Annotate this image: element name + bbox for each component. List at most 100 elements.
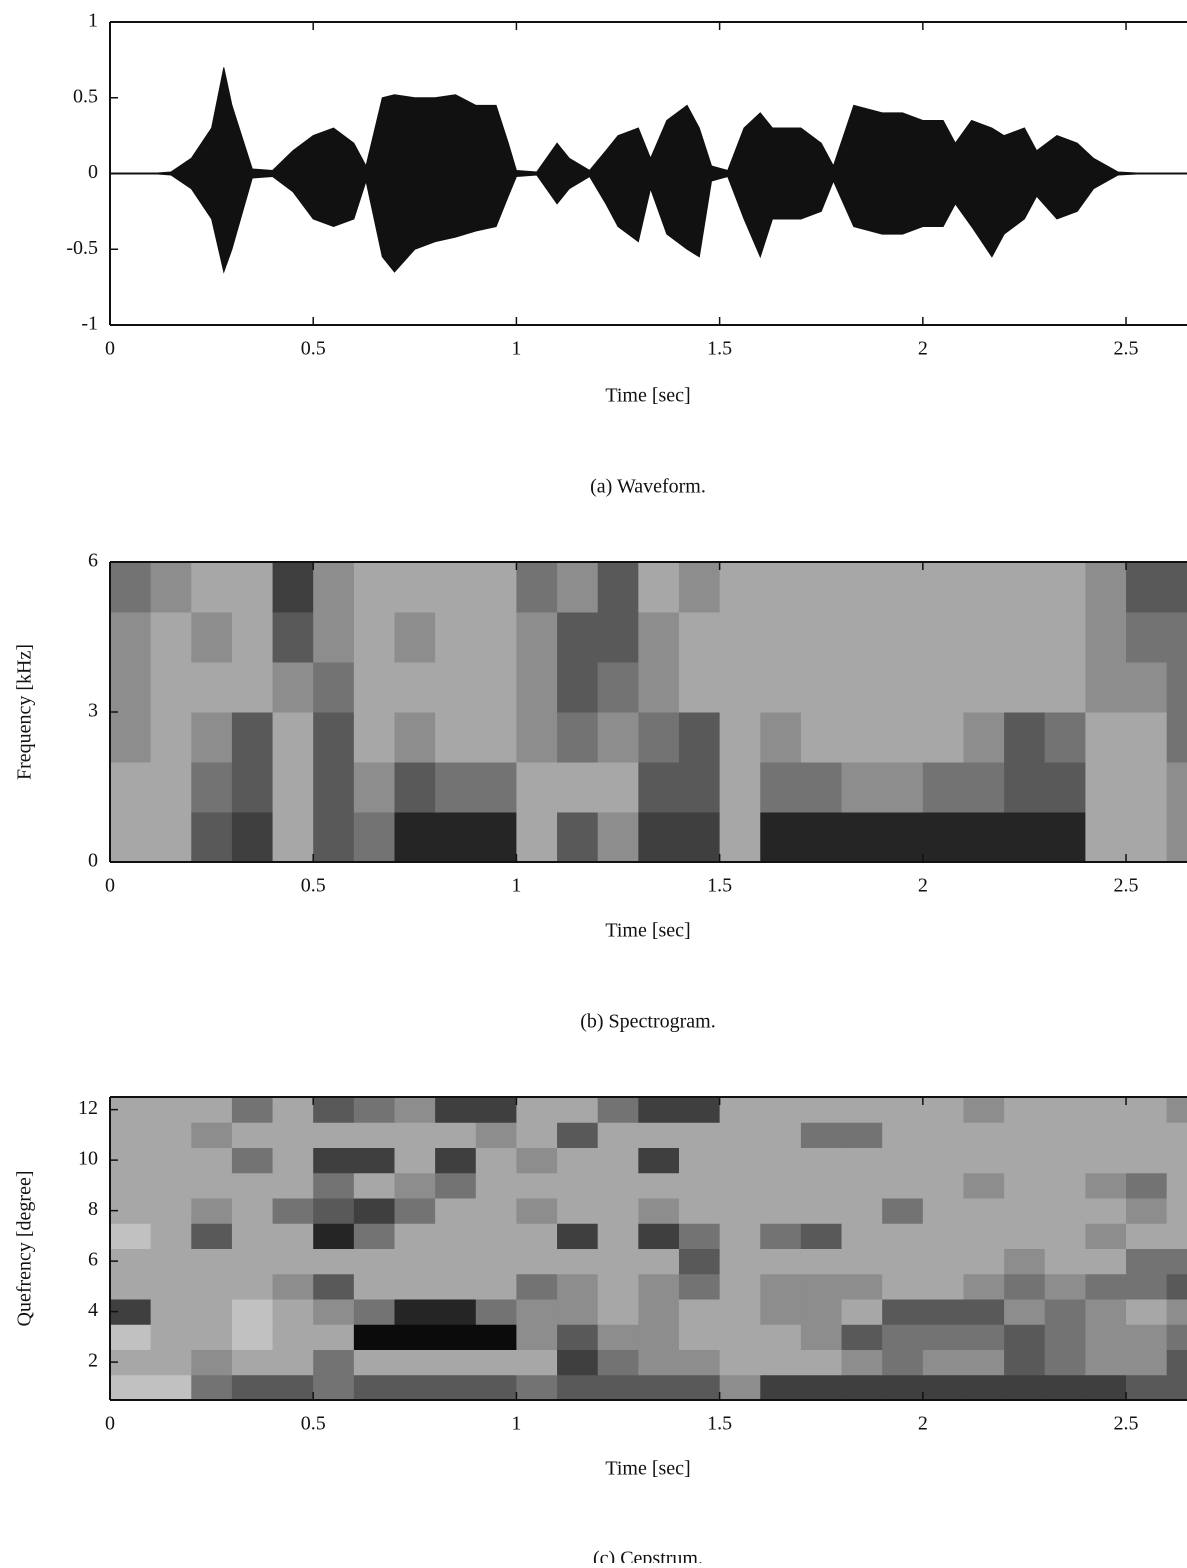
plot-area [110, 562, 1187, 862]
heat-cell [597, 1172, 639, 1199]
heat-cell [760, 662, 802, 713]
x-tick-label: 1 [511, 1413, 521, 1435]
heat-cell [678, 1147, 721, 1174]
heat-cell [1085, 812, 1127, 862]
heat-cell [150, 562, 192, 613]
heat-cell [110, 762, 152, 813]
heat-cell [150, 1097, 192, 1123]
heat-cell [191, 612, 233, 663]
heat-cell [922, 1349, 964, 1376]
heat-cell [1004, 562, 1046, 613]
heat-cell [272, 1198, 314, 1224]
heat-cell [1126, 762, 1168, 813]
heat-cell [435, 762, 477, 813]
heat-cell [557, 1374, 599, 1400]
heat-cell [150, 1374, 192, 1400]
heat-cell [272, 1349, 314, 1376]
heat-cell [313, 762, 355, 813]
heat-cell [719, 1147, 761, 1174]
heat-cell [1085, 712, 1127, 763]
heat-cell [191, 1223, 233, 1249]
heat-cell [475, 1248, 517, 1275]
heat-cell [963, 1273, 1005, 1300]
heat-cell [719, 812, 761, 862]
heat-cell [516, 662, 558, 713]
heat-cell [191, 1374, 233, 1400]
heat-cell [557, 1299, 599, 1325]
x-tick-label: 2.5 [1114, 875, 1139, 897]
heat-cell [719, 1349, 761, 1376]
heat-cell [272, 1248, 314, 1275]
heat-cell [1166, 562, 1187, 613]
heat-cell [150, 1273, 192, 1300]
heat-cell [760, 1223, 802, 1249]
heat-cell [638, 812, 680, 862]
heat-cell [1004, 1374, 1046, 1400]
heat-cell [1126, 1223, 1168, 1249]
heat-cell [231, 1147, 274, 1174]
heat-cell [313, 1198, 355, 1224]
heat-cell [557, 762, 599, 813]
heat-cell [150, 1122, 192, 1148]
heat-cell [394, 1097, 436, 1123]
heat-cell [678, 1324, 721, 1350]
heat-cell [150, 612, 192, 663]
heat-cell [1126, 812, 1168, 862]
heat-cell [963, 1349, 1005, 1376]
heat-cell [191, 812, 233, 862]
heat-cell [231, 662, 274, 713]
heat-cell [516, 712, 558, 763]
heat-cell [1004, 1324, 1046, 1350]
x-axis-label: Time [sec] [605, 1458, 690, 1480]
heat-cell [516, 1374, 558, 1400]
heat-cell [557, 662, 599, 713]
plot-area [110, 67, 1187, 274]
heat-cell [272, 1147, 314, 1174]
heat-cell [1126, 1147, 1168, 1174]
heat-cell [1044, 1324, 1086, 1350]
heat-cell [638, 562, 680, 613]
heat-cell [638, 662, 680, 713]
heat-cell [1085, 1248, 1127, 1275]
heat-cell [882, 1324, 924, 1350]
heat-cell [638, 1324, 680, 1350]
x-tick-label: 1.5 [707, 338, 732, 360]
heat-cell [191, 762, 233, 813]
heat-cell [1004, 1349, 1046, 1376]
heat-cell [800, 1147, 843, 1174]
heat-cell [231, 1299, 274, 1325]
x-tick-label: 0.5 [301, 1413, 326, 1435]
heat-cell [231, 1172, 274, 1199]
heat-cell [597, 1299, 639, 1325]
heat-cell [394, 1273, 436, 1300]
heat-cell [1126, 1172, 1168, 1199]
heat-cell [800, 1324, 843, 1350]
heat-cell [963, 1147, 1005, 1174]
heat-cell [313, 1299, 355, 1325]
heat-cell [353, 1147, 395, 1174]
heat-cell [800, 612, 843, 663]
heat-cell [719, 1122, 761, 1148]
heat-cell [719, 712, 761, 763]
heat-cell [1126, 1248, 1168, 1275]
heat-cell [557, 1324, 599, 1350]
heat-cell [760, 812, 802, 862]
heat-cell [475, 1223, 517, 1249]
heat-cell [678, 1097, 721, 1123]
heat-cell [597, 1097, 639, 1123]
heat-cell [1004, 1147, 1046, 1174]
heat-cell [1004, 1172, 1046, 1199]
heat-cell [882, 1374, 924, 1400]
heat-cell [1126, 712, 1168, 763]
heat-cell [1044, 1223, 1086, 1249]
heat-cell [1044, 1122, 1086, 1148]
heat-cell [231, 1223, 274, 1249]
heat-cell [922, 712, 964, 763]
heat-cell [150, 1198, 192, 1224]
heat-cell [678, 1198, 721, 1224]
heat-cell [678, 1273, 721, 1300]
heat-cell [191, 662, 233, 713]
x-tick-label: 0.5 [301, 875, 326, 897]
heat-cell [1044, 1097, 1086, 1123]
